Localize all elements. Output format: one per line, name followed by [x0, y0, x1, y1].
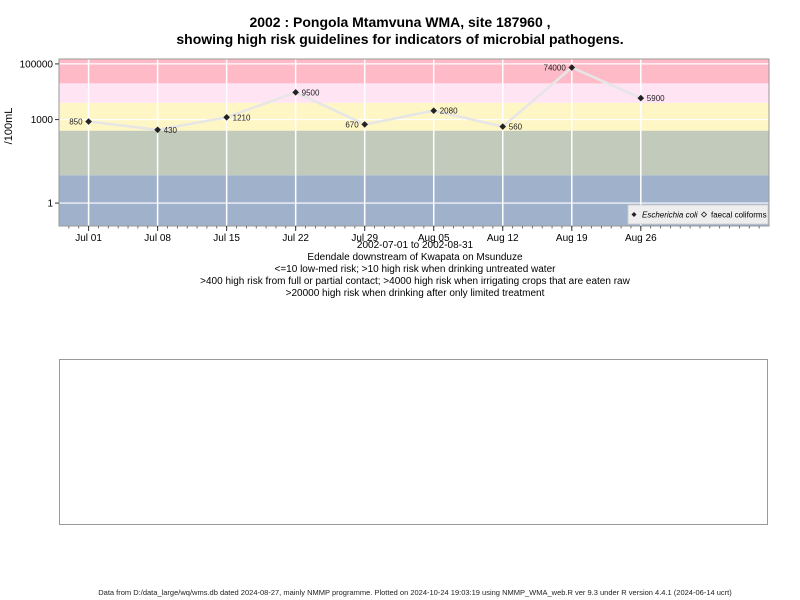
data-label: 670: [345, 120, 359, 129]
data-point: [85, 118, 92, 125]
x-tick-label: Aug 26: [625, 233, 657, 244]
grid-lines: [59, 59, 769, 226]
legend-box: [627, 204, 769, 225]
empty-plot-panel: [59, 359, 768, 525]
x-tick-label: Aug 05: [418, 233, 450, 244]
caption-risk-contact: >400 high risk from full or partial cont…: [200, 276, 630, 287]
data-point: [223, 113, 230, 121]
risk-bands: [59, 59, 769, 226]
caption-date-range: 2002-07-01 to 2002-08-31: [356, 240, 474, 251]
x-tick-label: Jul 22: [282, 233, 309, 244]
x-tick-label: Jul 29: [351, 233, 378, 244]
legend-marker-open-diamond: [700, 211, 708, 218]
risk-band: [59, 59, 769, 84]
caption-risk-low: <=10 low-med risk; >10 high risk when dr…: [274, 264, 556, 275]
x-axis: Jul 01 Jul 08 Jul 15 Jul 22 Jul 29 Aug 05 Aug …: [68, 226, 760, 244]
footer-note: Data from D:/data_large/wq/wms.db dated …: [98, 588, 732, 597]
data-label: 5900: [647, 94, 665, 103]
y-tick-label: 1: [47, 199, 53, 210]
y-axis-label: /100mL: [3, 108, 15, 145]
caption-risk-treatment: >20000 high risk when drinking after onl…: [285, 288, 545, 299]
data-point: [154, 126, 161, 134]
legend-label: faecal coliforms: [711, 211, 767, 220]
data-label: 430: [164, 126, 178, 135]
x-tick-label: Jul 01: [75, 233, 102, 244]
chart-title-line-1: 2002 : Pongola Mtamvuna WMA, site 187960…: [249, 14, 551, 30]
data-series: 850 430 1210 9500 670 2080 560 74000 5900: [69, 64, 665, 135]
data-point: [292, 89, 299, 96]
data-label: 560: [509, 123, 523, 132]
data-point: [430, 107, 438, 115]
y-axis: 1 1000 100000: [20, 59, 59, 210]
data-label: 850: [69, 118, 83, 127]
data-point: [499, 123, 507, 130]
legend-marker-filled-diamond: [631, 212, 637, 217]
data-point: [568, 64, 576, 71]
data-point: [637, 94, 645, 102]
x-tick-label: Jul 15: [213, 233, 240, 244]
data-label: 1210: [233, 113, 251, 122]
chart-title-line-2: showing high risk guidelines for indicat…: [176, 31, 624, 47]
legend-label: Escherichia coli: [642, 211, 698, 220]
x-tick-label: Aug 19: [556, 233, 588, 244]
risk-band: [59, 130, 769, 176]
y-tick-label: 1000: [31, 115, 54, 126]
x-tick-label: Jul 08: [144, 233, 171, 244]
data-label: 2080: [440, 107, 458, 116]
y-tick-label: 100000: [20, 59, 54, 70]
x-tick-label: Aug 12: [487, 233, 519, 244]
data-point: [361, 121, 368, 128]
legend: Escherichia coli faecal coliforms: [627, 204, 769, 225]
data-label: 9500: [302, 88, 320, 97]
caption-site-description: Edendale downstream of Kwapata on Msundu…: [307, 252, 523, 263]
risk-band: [59, 83, 769, 103]
data-label: 74000: [544, 64, 567, 73]
